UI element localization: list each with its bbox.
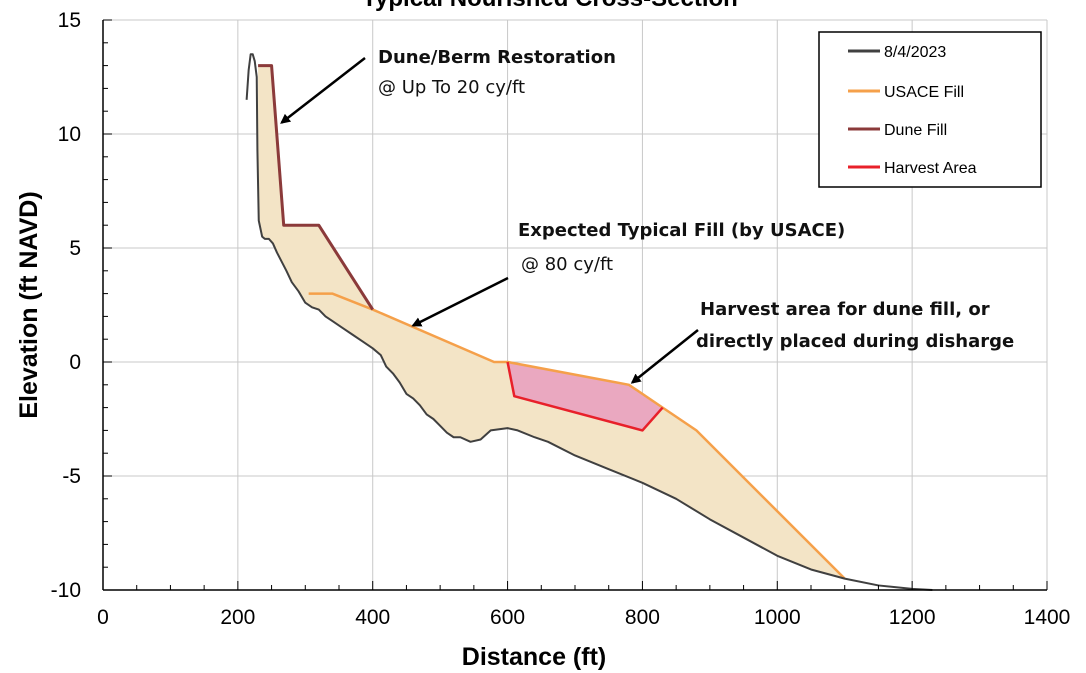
annotations: Dune/Berm Restoration @ Up To 20 cy/ft E…: [280, 47, 1014, 384]
annotation-arrow: [630, 329, 699, 384]
annotation-usace-title: Expected Typical Fill (by USACE): [518, 220, 845, 241]
legend-box: [818, 31, 1042, 188]
x-tick-label: 400: [355, 606, 390, 629]
legend-label-dune: Dune Fill: [884, 122, 947, 139]
y-tick-label: -10: [51, 579, 81, 602]
fill-area: [258, 65, 845, 579]
series-harvest-area: [506, 361, 664, 432]
legend: 8/4/2023 USACE Fill Dune Fill Harvest Ar…: [818, 31, 1042, 188]
x-tick-label: 1000: [754, 606, 801, 629]
x-tick-label: 600: [490, 606, 525, 629]
legend-label-usace: USACE Fill: [884, 84, 964, 101]
series-dune-fill: [258, 64, 374, 311]
harvest-area: [507, 362, 663, 431]
tick-labels: 0 200 400 600 800 1000 1200 1400 -10 -5 0 5 10 15: [51, 9, 1071, 629]
fill-areas: [258, 65, 845, 579]
annotation-harvest-detail: directly placed during disharge: [696, 331, 1014, 352]
y-tick-label: 0: [69, 351, 81, 374]
y-tick-label: -5: [62, 465, 81, 488]
annotation-dune-title: Dune/Berm Restoration: [378, 47, 616, 68]
annotation-harvest-title: Harvest area for dune fill, or: [700, 299, 990, 320]
y-axis-title: Elevation (ft NAVD): [15, 191, 43, 418]
axes: [102, 19, 1048, 591]
y-tick-label: 5: [69, 237, 81, 260]
annotation-dune-detail: @ Up To 20 cy/ft: [378, 77, 525, 98]
series-profile-2023: [245, 53, 933, 591]
annotation-arrow: [280, 57, 366, 124]
x-tick-label: 0: [97, 606, 109, 629]
x-tick-label: 1200: [889, 606, 936, 629]
y-tick-label: 10: [58, 123, 81, 146]
x-tick-label: 1400: [1024, 606, 1071, 629]
annotation-arrow: [411, 276, 509, 327]
annotation-usace-detail: @ 80 cy/ft: [521, 254, 613, 275]
chart-title: Typical Nourished Cross-Section: [362, 0, 738, 12]
legend-label-harvest: Harvest Area: [884, 160, 977, 177]
x-tick-label: 200: [220, 606, 255, 629]
x-axis-title: Distance (ft): [462, 643, 606, 671]
x-tick-label: 800: [625, 606, 660, 629]
y-tick-label: 15: [58, 9, 81, 32]
series-lines: [245, 53, 933, 591]
legend-label-profile: 8/4/2023: [884, 44, 946, 61]
